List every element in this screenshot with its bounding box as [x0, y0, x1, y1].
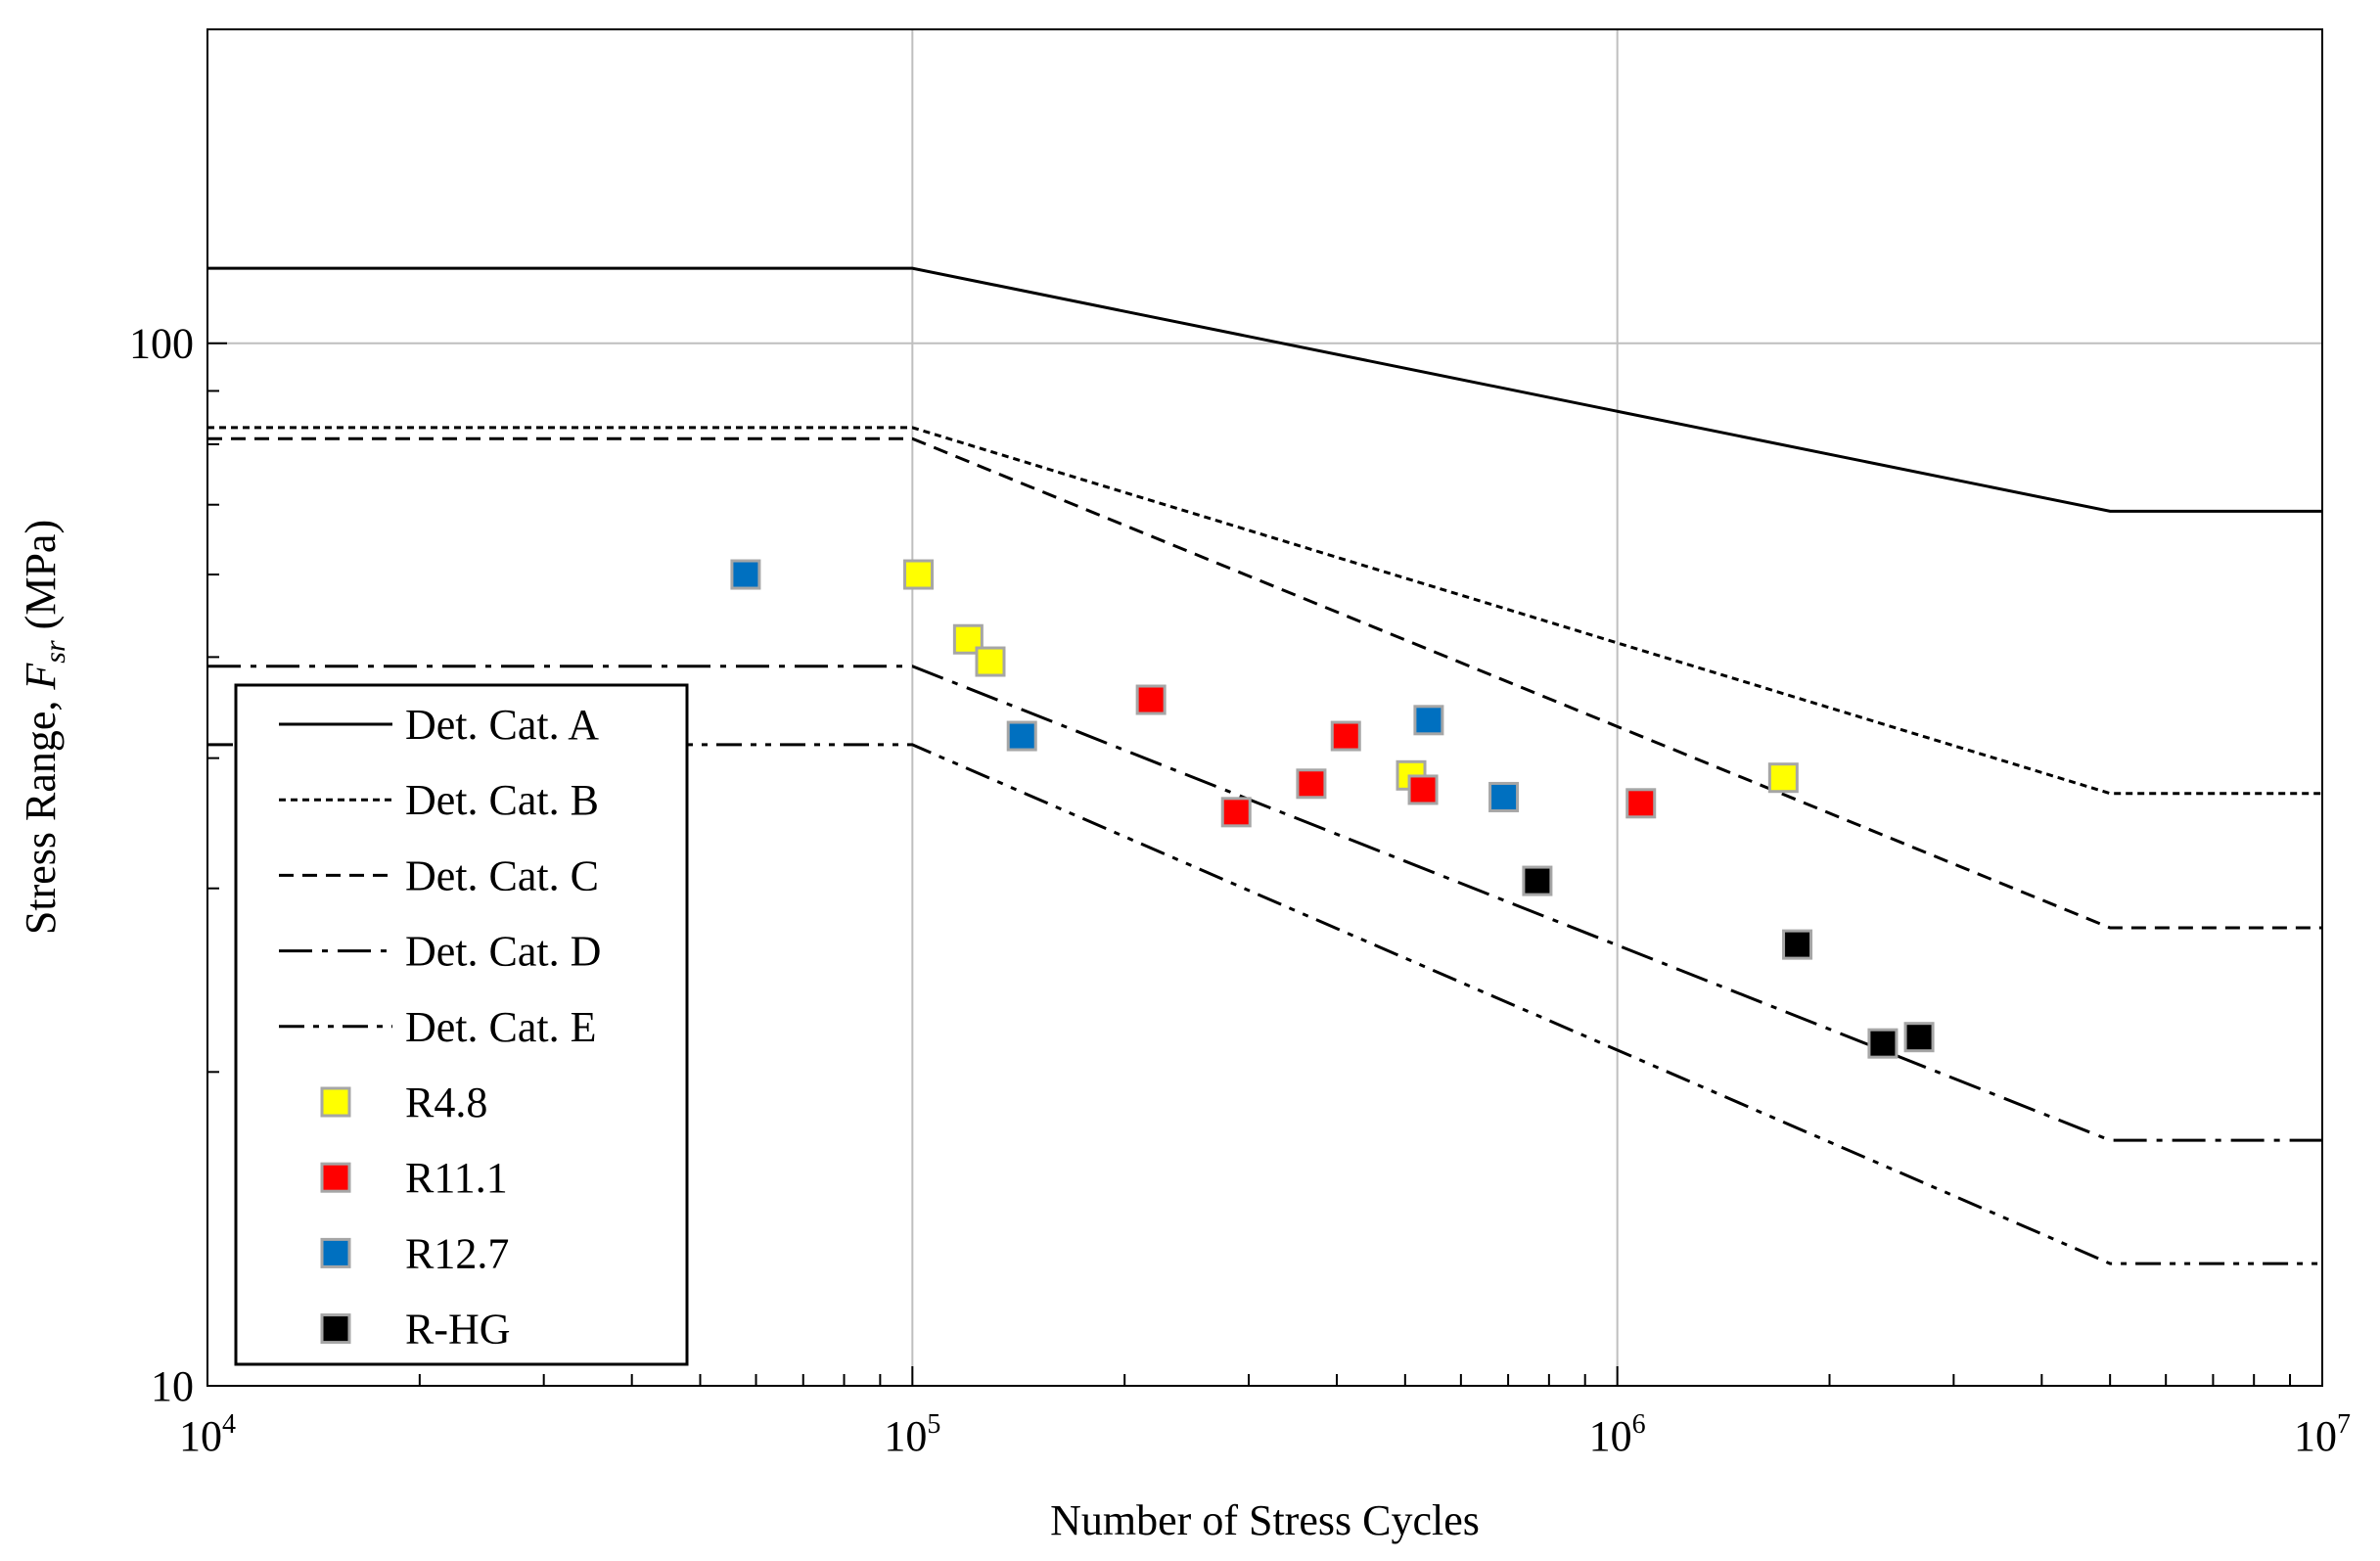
- x-tick-exponent: 6: [1632, 1409, 1646, 1440]
- point-r12-7: [730, 559, 761, 590]
- y-tick-label: 100: [129, 320, 194, 368]
- point-r11-1: [1625, 788, 1657, 819]
- legend-label-det-cat-d: Det. Cat. D: [405, 928, 601, 976]
- legend-marker-r11-1: [320, 1162, 351, 1193]
- point-r11-1: [1407, 774, 1439, 805]
- point-r11-1: [1330, 720, 1361, 752]
- x-axis-title: Number of Stress Cycles: [1050, 1496, 1480, 1544]
- legend-label-r4-8: R4.8: [405, 1079, 487, 1126]
- line-det-cat-c: [207, 436, 2322, 930]
- line-det-cat-b: [207, 426, 2322, 796]
- point-r12-7: [1488, 781, 1520, 812]
- plot-frame: [206, 28, 2323, 1387]
- x-tick-base: 10: [1589, 1412, 1632, 1460]
- legend-label-det-cat-a: Det. Cat. A: [405, 701, 599, 749]
- legend-box: [234, 683, 689, 1366]
- legend-marker-r4-8: [320, 1086, 351, 1118]
- x-tick-label: 106: [1589, 1409, 1646, 1460]
- x-tick-label: 104: [179, 1409, 236, 1460]
- y-axis-title-suffix: (MPa): [17, 520, 65, 640]
- point-r11-1: [1296, 768, 1327, 800]
- point-r12-7: [1413, 705, 1444, 736]
- x-tick-exponent: 7: [2337, 1409, 2351, 1440]
- point-r-hg: [1522, 865, 1553, 896]
- y-tick-label: 10: [151, 1362, 194, 1410]
- point-r4-8: [1767, 762, 1799, 794]
- y-axis-title-subscript: sr: [39, 640, 71, 664]
- legend-label-r-hg: R-HG: [405, 1306, 511, 1354]
- y-axis-title-prefix: Stress Range,: [17, 690, 65, 936]
- point-r-hg: [1867, 1028, 1899, 1059]
- point-r12-7: [1006, 720, 1037, 752]
- point-r4-8: [975, 646, 1006, 677]
- legend-marker-r-hg: [320, 1313, 351, 1345]
- y-axis-title: Stress Range, Fsr (MPa): [17, 520, 71, 935]
- legend-label-r12-7: R12.7: [405, 1229, 509, 1277]
- point-r-hg: [1903, 1022, 1935, 1053]
- point-r-hg: [1782, 929, 1813, 960]
- legend-label-det-cat-e: Det. Cat. E: [405, 1003, 597, 1051]
- point-r11-1: [1135, 684, 1167, 715]
- legend-label-r11-1: R11.1: [405, 1154, 508, 1202]
- legend: Det. Cat. A Det. Cat. B Det. Cat. C Det. Ca…: [234, 683, 689, 1366]
- x-tick-label: 107: [2294, 1409, 2351, 1460]
- x-tick-exponent: 5: [927, 1409, 940, 1440]
- point-r11-1: [1220, 797, 1252, 828]
- x-tick-base: 10: [179, 1412, 222, 1460]
- axis-ticks: [206, 28, 2323, 1387]
- x-tick-base: 10: [884, 1412, 927, 1460]
- x-tick-exponent: 4: [222, 1409, 236, 1440]
- line-det-cat-a: [207, 266, 2322, 513]
- legend-marker-r12-7: [320, 1237, 351, 1268]
- x-tick-label: 105: [884, 1409, 940, 1460]
- data-points: [730, 559, 1935, 1059]
- legend-label-det-cat-b: Det. Cat. B: [405, 776, 599, 824]
- x-tick-base: 10: [2294, 1412, 2337, 1460]
- legend-label-det-cat-c: Det. Cat. C: [405, 851, 599, 899]
- y-axis-title-symbol: F: [17, 663, 65, 691]
- line-det-cat-d: [207, 665, 2322, 1142]
- point-r4-8: [903, 559, 935, 590]
